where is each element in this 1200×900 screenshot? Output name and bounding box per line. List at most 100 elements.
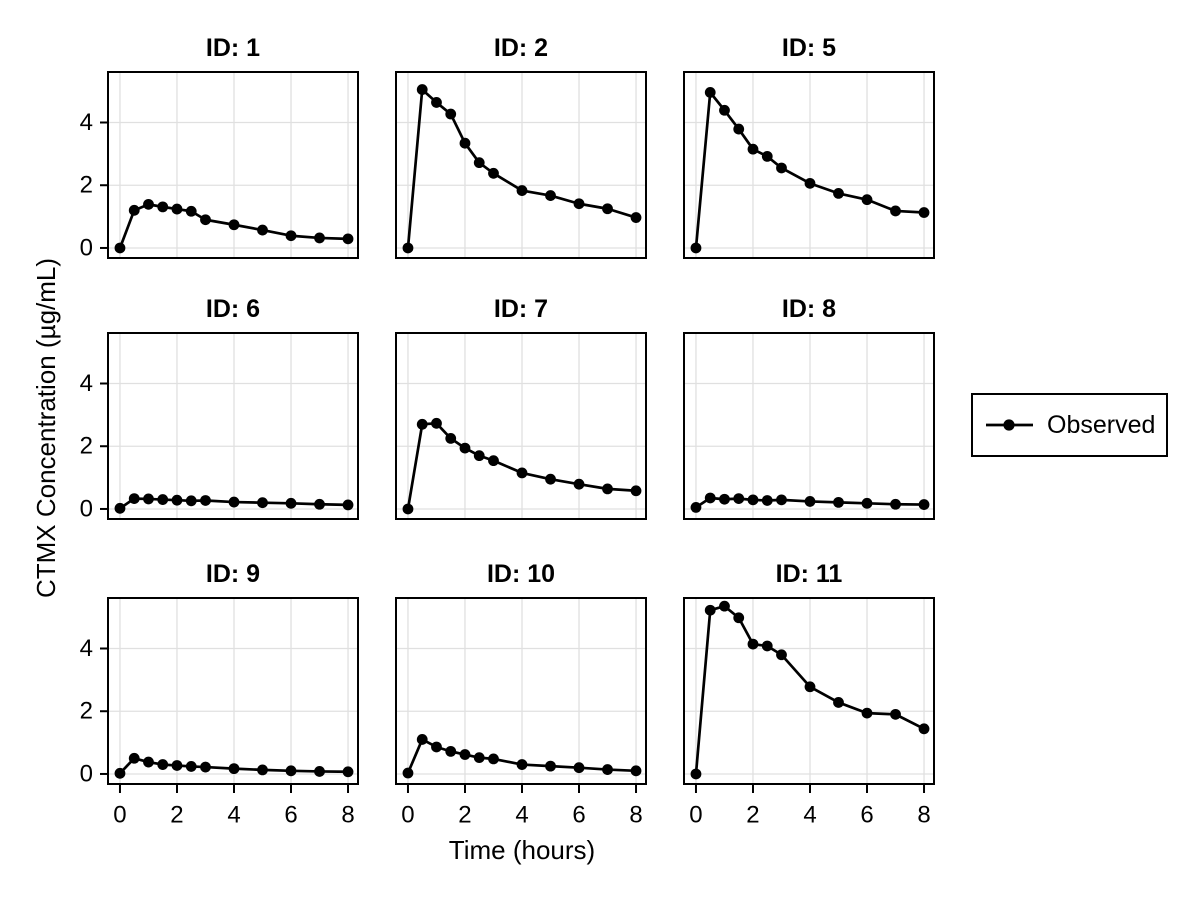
observed-data-point bbox=[733, 612, 745, 624]
x-tick-label: 6 bbox=[284, 802, 297, 829]
observed-data-point bbox=[918, 499, 930, 510]
facet-title: ID: 2 bbox=[493, 34, 549, 62]
y-tick-label: 4 bbox=[80, 635, 93, 662]
observed-data-point bbox=[602, 764, 613, 775]
facet-title: ID: 1 bbox=[205, 34, 261, 62]
observed-data-point bbox=[402, 503, 414, 515]
x-tick-label: 8 bbox=[917, 802, 930, 829]
facet-panel bbox=[683, 332, 935, 520]
facet-panel: 0 2 4 bbox=[80, 332, 359, 522]
observed-data-point bbox=[516, 467, 528, 479]
facet-title: ID: 7 bbox=[493, 295, 549, 323]
observed-data-point bbox=[157, 201, 169, 213]
observed-data-point bbox=[128, 493, 140, 505]
observed-data-point bbox=[143, 198, 154, 210]
x-tick-label: 2 bbox=[170, 802, 183, 829]
observed-data-point bbox=[573, 198, 585, 210]
observed-data-point bbox=[459, 749, 471, 760]
observed-data-point bbox=[733, 123, 745, 135]
x-tick-label: 4 bbox=[227, 802, 240, 829]
observed-data-point bbox=[257, 224, 268, 236]
observed-data-point bbox=[157, 759, 169, 770]
observed-data-point bbox=[719, 493, 730, 505]
observed-data-point bbox=[545, 473, 556, 485]
observed-data-point bbox=[200, 495, 211, 506]
x-tick-label: 8 bbox=[629, 802, 642, 829]
y-axis-label: CTMX Concentration (µg/mL) bbox=[31, 257, 61, 599]
observed-data-point bbox=[200, 761, 211, 773]
observed-data-point bbox=[545, 760, 556, 772]
observed-data-point bbox=[833, 496, 844, 508]
observed-data-point bbox=[516, 185, 528, 196]
y-tick-label: 2 bbox=[80, 433, 93, 460]
observed-data-point bbox=[573, 762, 585, 774]
observed-data-point bbox=[733, 493, 745, 505]
x-tick-label: 4 bbox=[515, 802, 528, 829]
y-tick-label: 2 bbox=[80, 172, 93, 199]
observed-data-point bbox=[545, 190, 556, 201]
observed-data-point bbox=[890, 708, 901, 720]
observed-data-point bbox=[416, 734, 428, 745]
x-tick-label: 0 bbox=[113, 802, 126, 829]
observed-data-point bbox=[416, 418, 428, 430]
x-axis-label: Time (hours) bbox=[448, 835, 596, 865]
observed-data-point bbox=[630, 485, 642, 497]
facet-title: ID: 5 bbox=[781, 34, 837, 62]
observed-data-point bbox=[342, 499, 354, 511]
observed-data-point bbox=[157, 494, 169, 505]
observed-data-point bbox=[719, 104, 730, 116]
x-tick-label: 8 bbox=[341, 802, 354, 829]
observed-data-point bbox=[776, 494, 787, 506]
observed-data-point bbox=[445, 108, 457, 120]
x-tick-label: 0 bbox=[401, 802, 414, 829]
observed-data-point bbox=[890, 498, 901, 510]
facet-panel: 0 2 4 6 8 bbox=[395, 597, 647, 829]
observed-data-point bbox=[776, 649, 787, 661]
observed-data-point bbox=[445, 432, 457, 444]
observed-data-point bbox=[747, 494, 759, 506]
observed-data-point bbox=[402, 767, 414, 779]
observed-data-point bbox=[861, 707, 873, 719]
observed-data-point bbox=[342, 766, 354, 778]
observed-data-point bbox=[488, 455, 499, 467]
legend-box: Observed bbox=[971, 393, 1168, 457]
y-tick-label: 4 bbox=[80, 109, 93, 136]
observed-data-point bbox=[459, 442, 471, 454]
observed-data-point bbox=[128, 752, 140, 764]
x-tick-label: 6 bbox=[860, 802, 873, 829]
observed-data-point bbox=[473, 157, 485, 169]
legend-marker-icon bbox=[986, 419, 1033, 431]
observed-data-point bbox=[747, 638, 759, 650]
observed-data-point bbox=[804, 496, 816, 507]
y-tick-label: 0 bbox=[80, 234, 93, 261]
observed-data-point bbox=[861, 497, 873, 509]
observed-data-point bbox=[804, 177, 816, 189]
observed-data-point bbox=[761, 640, 773, 652]
observed-data-point bbox=[114, 242, 126, 254]
observed-data-point bbox=[114, 502, 126, 514]
observed-data-point bbox=[314, 498, 325, 510]
observed-data-point bbox=[171, 494, 183, 506]
observed-data-point bbox=[228, 496, 240, 508]
x-tick-label: 4 bbox=[803, 802, 816, 829]
observed-data-point bbox=[630, 765, 642, 777]
observed-data-point bbox=[257, 497, 268, 509]
observed-data-point bbox=[861, 194, 873, 206]
observed-data-point bbox=[342, 233, 354, 245]
observed-data-point bbox=[228, 219, 240, 231]
observed-data-point bbox=[285, 497, 297, 509]
facet-panel: 0 2 4 0 2 4 6 8 bbox=[80, 597, 359, 829]
facet-panel: 0 2 4 bbox=[80, 71, 359, 261]
facet-panel bbox=[395, 71, 647, 259]
observed-data-point bbox=[257, 764, 268, 776]
observed-data-point bbox=[488, 753, 499, 765]
observed-data-point bbox=[431, 97, 442, 108]
observed-data-point bbox=[128, 204, 140, 216]
x-tick-label: 0 bbox=[689, 802, 702, 829]
observed-data-point bbox=[630, 212, 642, 223]
observed-data-point bbox=[200, 214, 211, 226]
observed-data-point bbox=[431, 417, 442, 429]
observed-data-point bbox=[402, 242, 414, 254]
x-tick-label: 2 bbox=[458, 802, 471, 829]
